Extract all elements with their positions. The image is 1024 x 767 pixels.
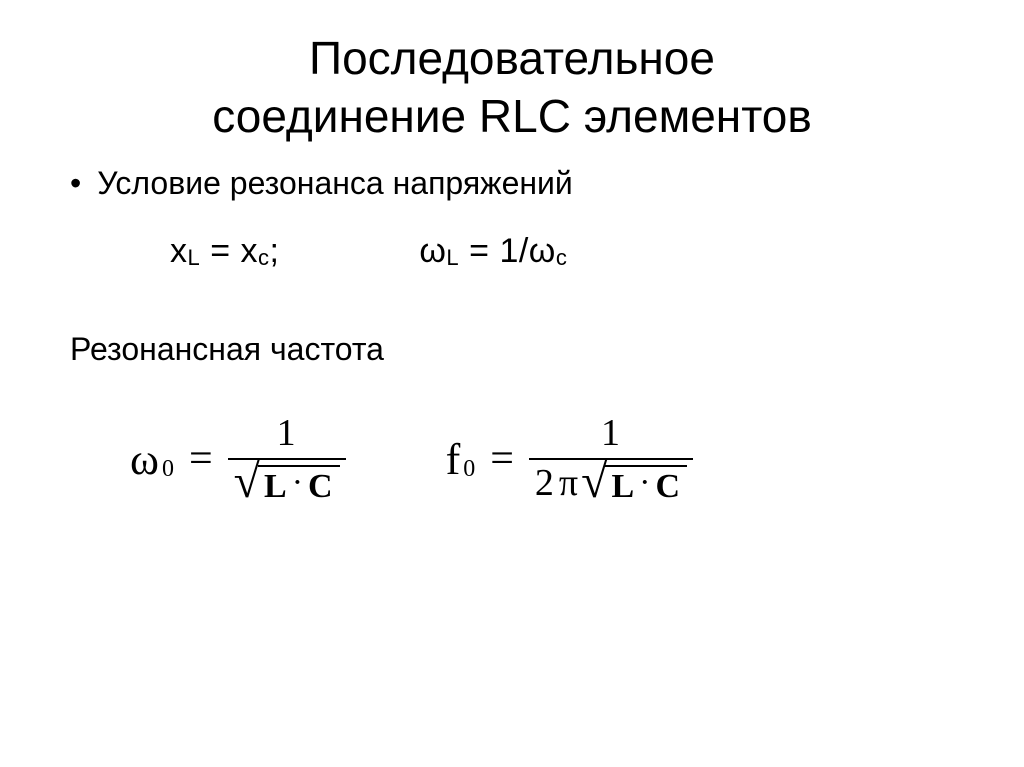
fraction-2: 1 2π √ L·C [529,413,693,505]
L-2: L [611,468,635,505]
sqrt-sign-1: √ [234,463,261,501]
sqrt-content-2: L·C [605,465,687,505]
omega-1: ω [419,232,446,270]
eq-2: = [469,232,489,270]
subheading: Резонансная частота [70,331,964,368]
bullet-text: Условие резонанса напряжений [97,165,573,202]
omega-2: ω [529,232,556,270]
dot-1: · [292,464,304,501]
omega-symbol: ω [130,434,160,485]
eq-1: = [210,232,230,270]
f-subscript: 0 [463,456,476,483]
pi: π [559,463,579,505]
x-var-1: x [170,232,188,270]
sqrt-1: √ L·C [234,463,340,505]
formula-omega0: ω 0 = 1 √ L·C [130,413,346,505]
formulas-row: ω 0 = 1 √ L·C f 0 = 1 [130,413,964,505]
equals-1: = [189,435,214,483]
sub-c-1: с [258,245,270,270]
numerator-2: 1 [593,413,629,455]
equals-2: = [490,435,515,483]
formula-f0: f 0 = 1 2π √ L·C [446,413,693,505]
slide-title: Последовательное соединение RLC элементо… [60,30,964,145]
sqrt-sign-2: √ [581,463,608,501]
omega-subscript: 0 [162,456,175,483]
sub-L-1: L [188,245,201,270]
sqrt-content-1: L·C [258,465,340,505]
denominator-1: √ L·C [228,463,346,505]
C-2: C [655,468,681,505]
one-over: 1/ [499,232,528,270]
fraction-bar-2 [529,458,693,460]
bullet-item: • Условие резонанса напряжений [70,165,964,202]
C-1: C [308,468,334,505]
L-1: L [264,468,288,505]
semicolon: ; [270,232,280,270]
sub-c-2: с [556,245,568,270]
two: 2 [535,463,555,505]
resonance-condition: xL = xс; ωL = 1/ωс [170,232,964,271]
sub-L-2: L [446,245,459,270]
dot-2: · [639,464,651,501]
title-line-1: Последовательное [309,32,715,84]
numerator-1: 1 [269,413,305,455]
bullet-icon: • [70,165,81,202]
sqrt-2: √ L·C [581,463,687,505]
x-var-2: x [241,232,259,270]
denominator-2: 2π √ L·C [529,463,693,505]
fraction-1: 1 √ L·C [228,413,346,505]
title-line-2: соединение RLC элементов [212,90,812,142]
f-symbol: f [446,434,462,485]
